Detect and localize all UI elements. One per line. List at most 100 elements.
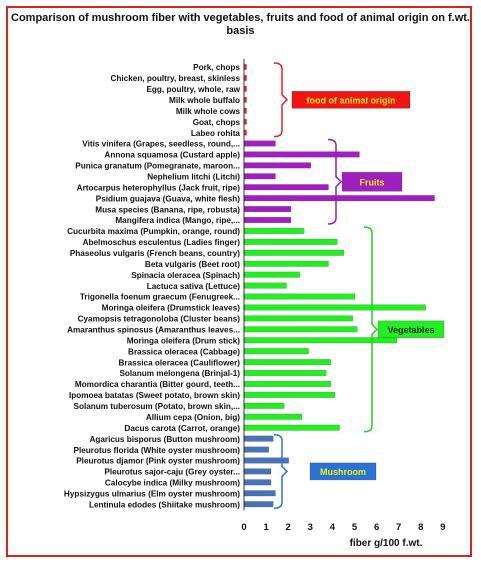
- bar: [244, 348, 309, 355]
- category-label: Lactuca sativa (Lettuce): [147, 282, 241, 291]
- category-label: Goat, chops: [193, 118, 241, 127]
- group-bracket-layer: food of animal origin Fruits Vegetables Mus…: [273, 62, 445, 509]
- category-label: Annona squamosa (Custard apple): [104, 151, 240, 160]
- bar: [244, 293, 356, 300]
- bar: [244, 86, 247, 92]
- bar: [244, 282, 287, 289]
- category-label: Cucurbita maxima (Pumpkin, orange, round…: [67, 227, 240, 236]
- category-label: Agaricus bisporus (Button mushroom): [89, 435, 240, 444]
- bar: [244, 479, 272, 486]
- bar: [244, 304, 426, 311]
- category-label: Pleurotus djamor (Pink oyster mushroom): [76, 457, 240, 466]
- bar: [244, 206, 292, 213]
- bar: [244, 468, 272, 475]
- category-label: Brassica oleracea (Cabbage): [128, 347, 240, 356]
- category-label: Pleurotus sajor-caju (Grey oyster...: [104, 468, 240, 477]
- group-label: food of animal origin: [307, 95, 396, 105]
- category-label: Trigonella foenum graecum (Fenugreek...: [80, 293, 240, 302]
- category-label: Phaseolus vulgaris (French beans, countr…: [70, 249, 240, 258]
- x-tick-label: 5: [352, 522, 358, 533]
- category-label: Momordica charantia (Bitter gourd, teeth…: [75, 380, 240, 389]
- category-label-layer: Pork, chops Chicken, poultry, breast, ski…: [64, 63, 241, 509]
- category-label: Mangifera indica (Mango, ripe,...: [115, 216, 240, 225]
- category-label: Pleurotus florida (White oyster mushroom…: [74, 446, 241, 455]
- category-label: Ipomoea batatas (Sweet potato, brown ski…: [69, 391, 240, 400]
- bar: [244, 96, 247, 103]
- group-label-box: [377, 320, 445, 339]
- bar: [244, 490, 276, 497]
- category-label: Labeo rohita: [191, 129, 241, 138]
- bar: [244, 107, 247, 114]
- x-tick-label: 6: [374, 522, 379, 533]
- category-label: Moringa oleifera (Drum stick): [127, 336, 241, 345]
- bar: [244, 424, 340, 431]
- category-label: Punica granatum (Pomegranate, maroon...: [75, 162, 240, 171]
- category-label: Hypsizygus ulmarius (Elm oyster mushroom…: [64, 489, 240, 498]
- bar: [244, 151, 360, 158]
- bar: [244, 75, 247, 81]
- bar: [244, 315, 354, 322]
- x-tick-label: 9: [440, 522, 445, 533]
- category-label: Nephelium litchi (Litchi): [147, 173, 240, 182]
- group-bracket: [273, 62, 289, 138]
- category-label: Lentinula edodes (Shiitake mushroom): [89, 500, 240, 509]
- group-label: Fruits: [359, 177, 384, 187]
- category-label: Abelmoschus esculentus (Ladies finger): [83, 238, 241, 247]
- group-bracket: [327, 138, 343, 225]
- chart-title: Comparison of mushroom fiber with vegeta…: [11, 12, 470, 37]
- bar: [244, 260, 329, 267]
- x-tick-label: 4: [330, 522, 336, 533]
- bar: [244, 173, 276, 180]
- category-label: Artocarpus heterophyllus (Jack fruit, ri…: [77, 183, 241, 192]
- bar: [244, 162, 312, 169]
- category-label: Egg, poultry, whole, raw: [146, 85, 240, 94]
- category-label: Chicken, poultry, breast, skinless: [110, 74, 240, 83]
- bar: [244, 271, 300, 278]
- category-label: Spinacia oleracea (Spinach): [131, 271, 240, 280]
- x-axis-title: fiber g/100 f.wt.: [350, 538, 423, 549]
- bar: [244, 140, 276, 147]
- bar: [244, 501, 274, 508]
- bar: [244, 402, 285, 409]
- x-tick-label: 2: [286, 522, 291, 533]
- bar: [244, 118, 247, 125]
- category-label: Vitis vinifera (Grapes, seedless, round,…: [82, 140, 240, 149]
- category-label: Pork, chops: [193, 63, 240, 72]
- bar: [244, 216, 292, 224]
- x-tick-label: 7: [396, 522, 401, 533]
- category-label: Solanum tuberosum (Potato, brown skin,..…: [74, 402, 241, 411]
- x-tick-label: 0: [241, 522, 246, 533]
- category-label: Calocybe indica (Milky mushroom): [105, 479, 240, 488]
- category-label: Musa species (Banana, ripe, robusta): [95, 205, 240, 214]
- bar: [244, 369, 327, 377]
- group-bracket: [363, 226, 379, 433]
- bar: [244, 195, 435, 202]
- category-label: Beta vulgaris (Beet root): [145, 260, 240, 269]
- category-label: Moringa oleifera (Drumstick leaves): [102, 304, 241, 313]
- bar: [244, 391, 336, 398]
- bar: [244, 457, 289, 464]
- category-label: Solanum melongena (Brinjal-1): [119, 369, 240, 378]
- axis-layer: 0 1 2 3 4 5 6 7 8 9: [241, 59, 446, 533]
- category-label: Amaranthus spinosus (Amaranthus leaves..…: [67, 326, 240, 335]
- x-tick-label: 3: [308, 522, 313, 533]
- bar: [244, 227, 305, 234]
- bar: [244, 249, 345, 256]
- bar: [244, 337, 398, 344]
- category-label: Psidium guajava (Guava, white flesh): [96, 194, 241, 203]
- group-bracket: [273, 433, 289, 509]
- bar: [244, 129, 247, 136]
- category-label: Dacus carota (Carrot, orange): [124, 424, 240, 433]
- category-label: Allium cepa (Onion, big): [146, 413, 240, 422]
- category-label: Brassica oleracea (Cauliflower): [118, 358, 240, 367]
- group-label: Mushroom: [320, 467, 366, 477]
- category-label: Milk whole cows: [176, 107, 241, 116]
- group-label-box: [309, 462, 377, 481]
- bar-layer: [244, 64, 435, 508]
- category-label: Milk whole buffalo: [169, 96, 240, 105]
- bar: [244, 435, 274, 442]
- group-label: Vegetables: [387, 325, 434, 335]
- x-tick-label: 1: [263, 522, 269, 533]
- bar: [244, 446, 270, 453]
